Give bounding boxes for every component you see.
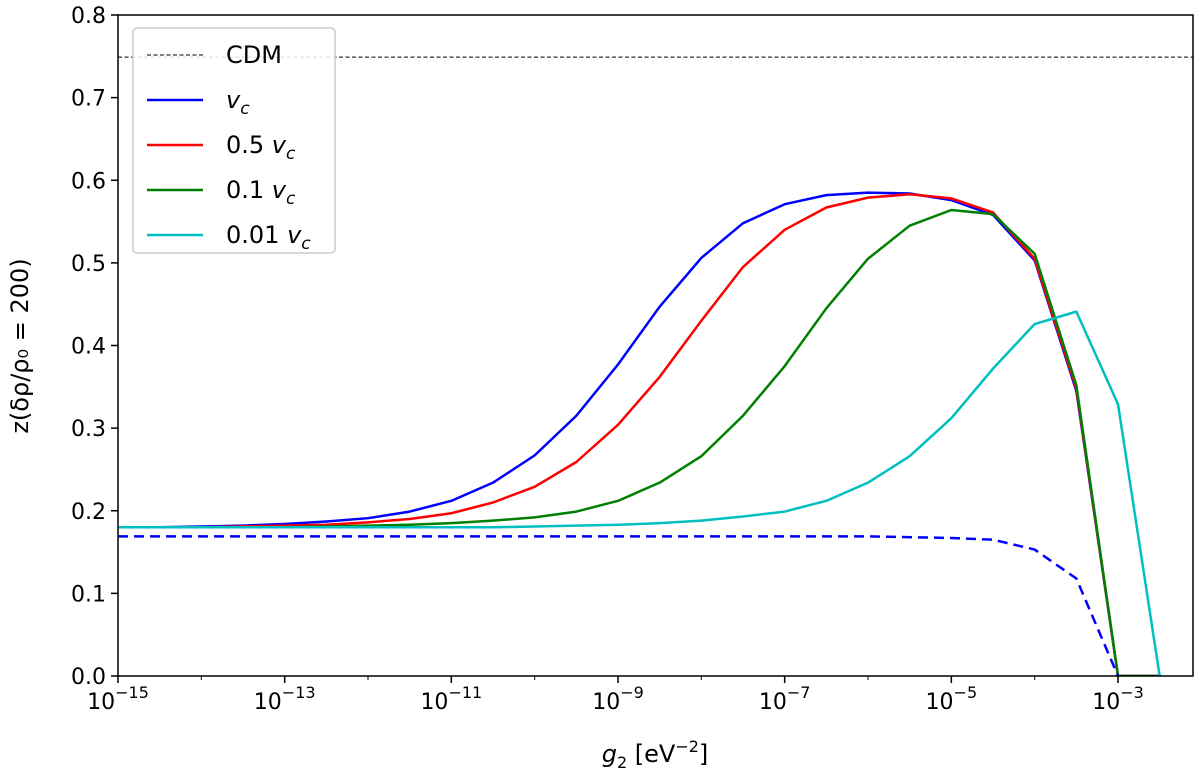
y-axis: 0.0 0.1 0.2 0.3 0.4 0.5 0.6 0.7 0.8 [71,4,118,690]
legend-label: vc [226,86,250,119]
y-tick-label: 0.8 [71,4,106,29]
y-tick-label: 0.4 [71,335,106,360]
x-tick-label: 10−15 [87,683,149,715]
y-tick-label: 0.5 [71,252,106,277]
legend-box [132,27,336,254]
x-tick-label: 10−3 [1092,683,1144,715]
y-tick-label: 0.2 [71,500,106,525]
series-line-0-01-v-c [118,310,1161,676]
x-tick-label: 10−11 [420,683,482,715]
y-axis-label: z(δρ/ρ₀ = 200) [6,258,34,433]
legend: CDM vc 0.5 vc 0.1 vc 0.01 vc [132,27,336,254]
y-tick-label: 0.0 [71,665,106,690]
y-tick-label: 0.7 [71,87,106,112]
legend-label: 0.1 vc [226,176,296,209]
y-tick-label: 0.6 [71,169,106,194]
x-axis-label: g2 [eV−2] [602,737,709,772]
series-line-v-c-dashed- [118,535,1120,676]
legend-label: 0.01 vc [226,221,311,254]
x-axis: 10−15 10−13 10−11 10−9 10−7 10−5 10−3 [87,676,1144,715]
x-tick-label: 10−13 [254,683,316,715]
legend-label: CDM [226,41,282,69]
x-tick-label: 10−9 [592,683,644,715]
y-tick-label: 0.1 [71,582,106,607]
x-tick-label: 10−7 [759,683,811,715]
y-tick-label: 0.3 [71,417,106,442]
legend-label: 0.5 vc [226,131,296,164]
x-tick-label: 10−5 [926,683,978,715]
series-line-0-5-v-c [118,193,1160,676]
